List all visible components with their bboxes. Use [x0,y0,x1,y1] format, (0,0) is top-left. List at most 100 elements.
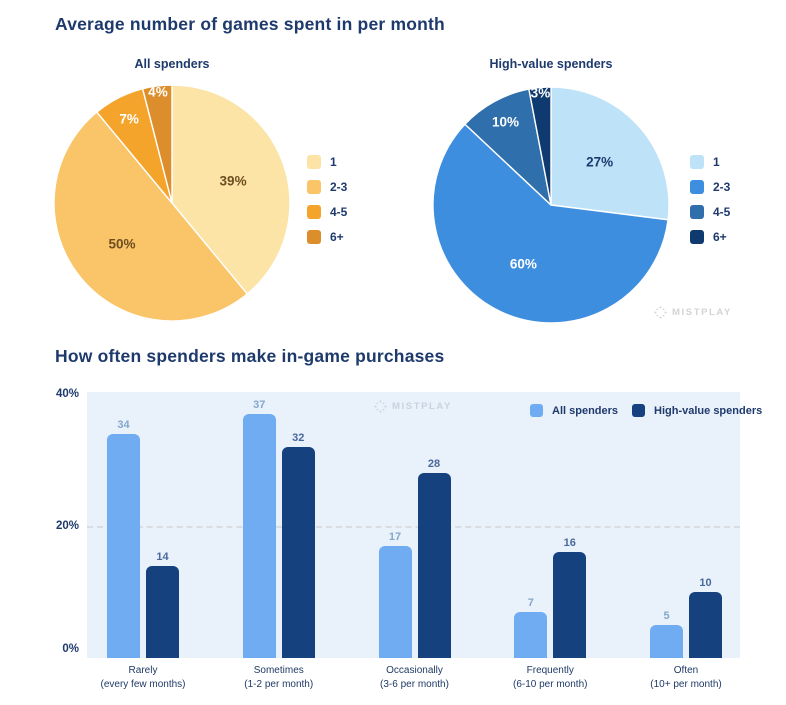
category-cell: Sometimes (1-2 per month) [243,664,315,692]
bar-legend: All spenders High-value spenders [530,404,762,417]
bar-with-label: 5 [650,610,683,658]
bar-with-label: 16 [553,537,587,658]
legend-swatch [307,205,321,219]
pie-slice-1 [550,86,670,221]
pie-value-label: 50% [108,236,136,252]
legend-swatch [690,230,704,244]
bar [650,625,683,658]
mistplay-sparkle-icon [374,400,387,413]
legend-label: High-value spenders [654,404,763,417]
bar [378,545,412,658]
legend-item: 6+ [307,230,347,244]
bar-plot-area: 34 14 37 32 17 28 7 16 5 10 [87,392,740,658]
watermark-text: MISTPLAY [672,307,732,318]
pie-slice-6+ [528,86,552,206]
pie-value-label: 10% [492,114,520,130]
legend-label: 1 [330,155,337,169]
category-label: Rarely (every few months) [100,665,186,690]
legend-label: All spenders [552,404,619,417]
pie-title-all-spenders: All spenders [134,57,210,71]
legend-label: 6+ [330,230,344,244]
legend-swatch [307,155,321,169]
bar-value-label: 10 [699,577,712,589]
bar-groups: 34 14 37 32 17 28 7 16 5 10 [87,392,740,658]
bar-group: 7 16 [514,537,587,658]
bar-section-title: How often spenders make in-game purchase… [55,346,445,366]
legend-item: 4-5 [307,205,347,219]
legend-swatch [307,180,321,194]
legend-swatch [690,180,704,194]
legend-item: High-value spenders [632,404,762,417]
bar [417,473,451,658]
bar-value-label: 28 [427,458,441,471]
pie-value-label: 60% [509,256,537,272]
pie-slice-1 [171,84,291,295]
legend-item: 1 [307,155,347,169]
legend-swatch [530,404,543,417]
bar-with-label: 14 [146,551,179,658]
legend-item: 2-3 [307,180,347,194]
bar-group: 17 28 [378,458,451,658]
pie-chart-all-spenders: 39% 50% 7% 4% [53,84,291,322]
gridline-20 [87,526,740,528]
mistplay-sparkle-icon [654,306,667,319]
bar-with-label: 32 [281,432,315,658]
pie-value-label: 39% [219,173,247,189]
bar-group: 37 32 [242,398,315,658]
category-label: Sometimes (1-2 per month) [244,665,314,690]
bar-value-label: 17 [388,530,402,543]
legend-item: 2-3 [690,180,730,194]
legend-item: 1 [690,155,730,169]
bar-value-label: 16 [563,537,576,550]
legend-item: 6+ [690,230,730,244]
legend-label: 4-5 [330,205,348,219]
pie-value-label: 7% [119,111,139,127]
y-axis-tick-40: 40% [55,388,79,400]
pie-legend-high-value-spenders: 1 2-3 4-5 6+ [690,155,730,244]
pie-svg [53,84,291,322]
bar-with-label: 17 [378,530,412,658]
bar [514,611,548,658]
bar [146,565,179,658]
pie-slice-4-5 [464,88,552,206]
legend-label: 4-5 [713,205,731,219]
mistplay-watermark: MISTPLAY [654,306,732,319]
category-label: Occasionally (3-6 per month) [380,665,449,690]
y-axis-tick-20: 20% [55,520,79,532]
legend-label: 2-3 [330,180,348,194]
category-cell: Rarely (every few months) [100,664,185,692]
mistplay-watermark: MISTPLAY [374,400,452,413]
legend-item: All spenders [530,404,618,417]
legend-label: 6+ [713,230,727,244]
legend-swatch [690,205,704,219]
pie-value-label: 4% [148,84,168,100]
bar-value-label: 37 [253,398,266,411]
category-cell: Often (10+ per month) [650,664,722,692]
bar-value-label: 5 [663,610,670,622]
category-cell: Frequently (6-10 per month) [513,664,587,692]
legend-swatch [690,155,704,169]
pie-chart-high-value-spenders: 27% 60% 10% 3% [432,86,670,324]
bar-with-label: 10 [689,577,722,658]
pie-legend-all-spenders: 1 2-3 4-5 6+ [307,155,347,244]
bar [281,446,315,658]
watermark-text: MISTPLAY [392,401,452,412]
category-cell: Occasionally (3-6 per month) [379,664,451,692]
bar-value-label: 34 [117,418,130,431]
bar-with-label: 37 [242,398,276,658]
legend-swatch [307,230,321,244]
bar-with-label: 7 [514,596,548,658]
bar-group: 5 10 [650,577,722,658]
legend-item: 4-5 [690,205,730,219]
bar-value-label: 14 [156,550,169,563]
bar-value-label: 7 [527,596,534,609]
pie-section-title: Average number of games spent in per mon… [55,14,445,34]
pie-value-label: 27% [586,154,614,170]
bar [689,592,722,658]
bar-group: 34 14 [107,419,179,658]
bar [107,433,140,658]
legend-label: 1 [713,155,720,169]
category-label: Frequently (6-10 per month) [513,665,588,690]
bar [553,552,587,658]
